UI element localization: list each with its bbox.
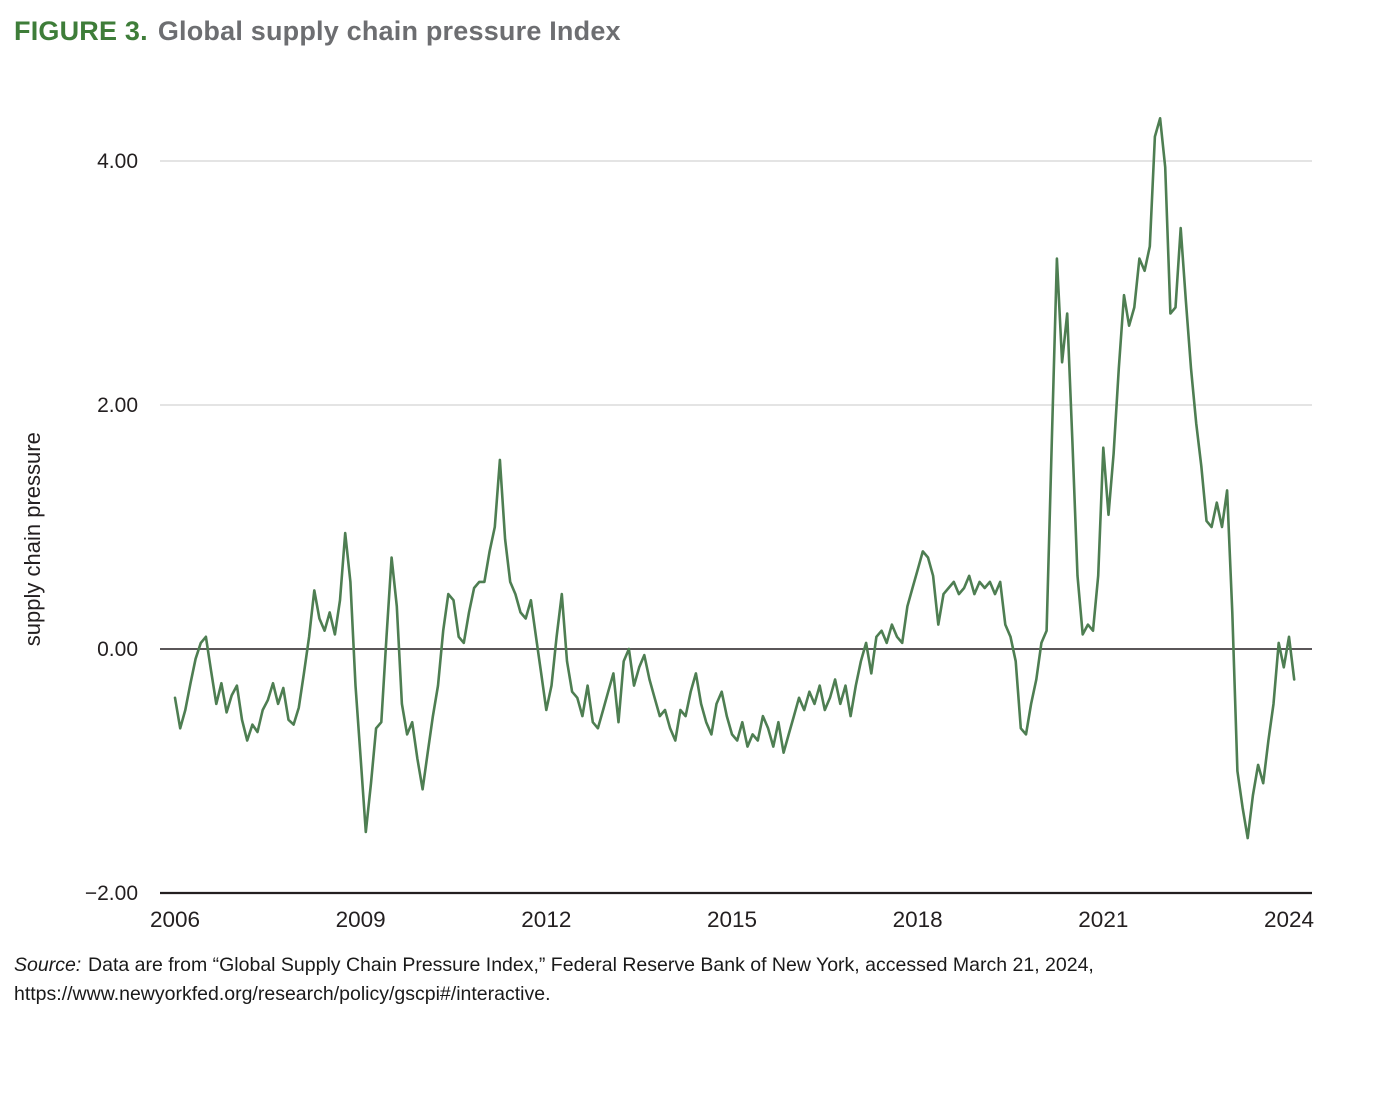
chart-canvas: 4.00 2.00 0.00 −2.00 2006 2009 2012 2015 2018 202…: [20, 117, 1314, 932]
x-tick-label: 2021: [1078, 907, 1128, 932]
x-tick-label: 2009: [336, 907, 386, 932]
source-note: Source: Data are from “Global Supply Chai…: [14, 951, 1344, 1010]
figure-name: Global supply chain pressure Index: [157, 16, 621, 46]
source-prefix: Source:: [14, 954, 82, 976]
gscpi-series-line: [173, 117, 1296, 840]
figure-title: FIGURE 3. Global supply chain pressure In…: [14, 16, 1386, 47]
y-tick-label: 4.00: [97, 150, 138, 173]
y-tick-label: −2.00: [85, 882, 138, 905]
x-tick-label: 2006: [150, 907, 200, 932]
x-tick-label: 2018: [893, 907, 943, 932]
x-tick-label: 2015: [707, 907, 757, 932]
x-tick-label: 2012: [521, 907, 571, 932]
y-tick-label: 0.00: [97, 638, 138, 661]
figure-label: FIGURE 3.: [14, 16, 148, 46]
source-url: https://www.newyorkfed.org/research/poli…: [14, 983, 551, 1006]
source-text: Data are from “Global Supply Chain Press…: [88, 954, 1094, 976]
x-tick-label: 2024: [1264, 907, 1314, 932]
y-tick-label: 2.00: [97, 394, 138, 417]
gscpi-line-chart: 4.00 2.00 0.00 −2.00 2006 2009 2012 2015 2018 202…: [0, 49, 1386, 941]
y-axis-title: supply chain pressure: [20, 432, 45, 646]
